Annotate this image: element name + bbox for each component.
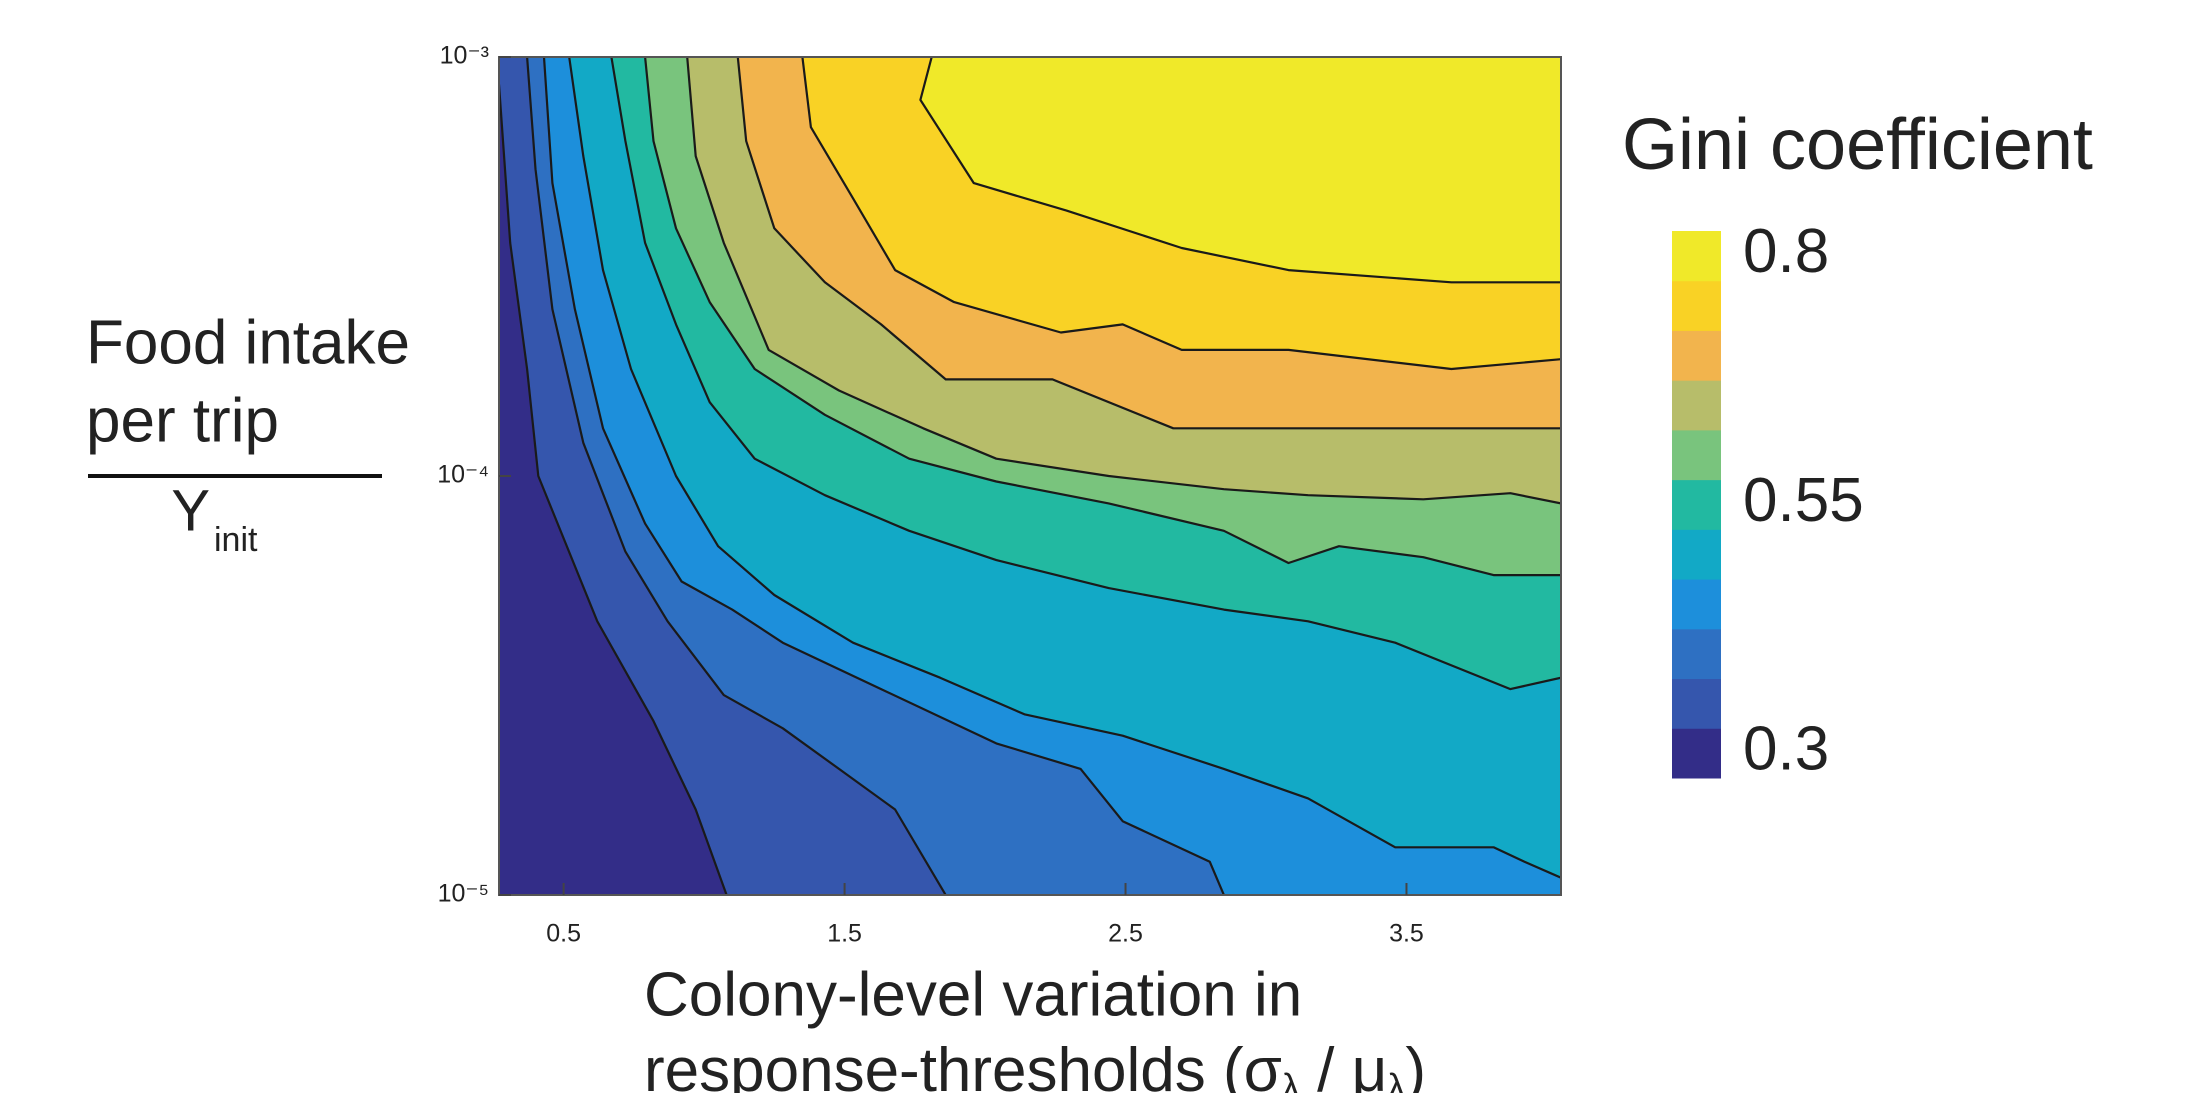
contour-line [568, 57, 1561, 879]
contour-line [801, 57, 1561, 371]
colorbar-band [1672, 280, 1721, 331]
contour-line [919, 57, 1561, 284]
colorbar-tick-label: 0.55 [1743, 466, 1864, 535]
x-label-line: response-thresholds (σλ / μλ) [644, 1036, 1426, 1093]
x-label-part: / μ [1300, 1036, 1387, 1093]
x-tick-label: 1.5 [827, 920, 862, 948]
colorbar-band [1672, 479, 1721, 530]
contour-line [736, 57, 1561, 430]
x-label-subscript: λ [1387, 1066, 1405, 1093]
colorbar-title: Gini coefficient [1622, 105, 2093, 185]
contour-line [542, 57, 1225, 895]
contour-line [526, 57, 947, 895]
y-tick-label: 10⁻⁴ [437, 461, 489, 489]
x-tick-label: 2.5 [1108, 920, 1143, 948]
contour-line [686, 57, 1561, 505]
x-label-subscript: λ [1282, 1066, 1300, 1093]
contour-region [499, 57, 1561, 895]
contour-line [644, 57, 1561, 577]
y-tick-label: 10⁻³ [440, 42, 489, 70]
x-label-part: ) [1405, 1036, 1426, 1093]
y-label-subscript: init [214, 521, 258, 559]
colorbar-band [1672, 678, 1721, 729]
x-tick-label: 0.5 [546, 920, 581, 948]
contour-area [499, 57, 1561, 895]
contour-line [610, 57, 1561, 691]
colorbar-tick-label: 0.3 [1743, 715, 1829, 784]
colorbar-band [1672, 231, 1721, 282]
colorbar-band [1672, 380, 1721, 431]
colorbar-band [1672, 429, 1721, 481]
x-tick-label: 3.5 [1389, 920, 1424, 948]
colorbar-band [1672, 330, 1721, 381]
y-label-line: per trip [86, 386, 279, 455]
colorbar-band [1672, 628, 1721, 680]
colorbar-band [1672, 579, 1721, 630]
colorbar-tick-label: 0.8 [1743, 217, 1829, 286]
x-label-part: response-thresholds (σ [644, 1036, 1282, 1093]
y-label-denominator: Υ [171, 478, 210, 543]
y-label-line: Food intake [86, 308, 410, 377]
colorbar-band [1672, 728, 1721, 779]
y-tick-label: 10⁻⁵ [438, 880, 489, 908]
x-label-line: Colony-level variation in [644, 960, 1302, 1029]
colorbar-band [1672, 529, 1721, 580]
contour-line [499, 84, 728, 895]
